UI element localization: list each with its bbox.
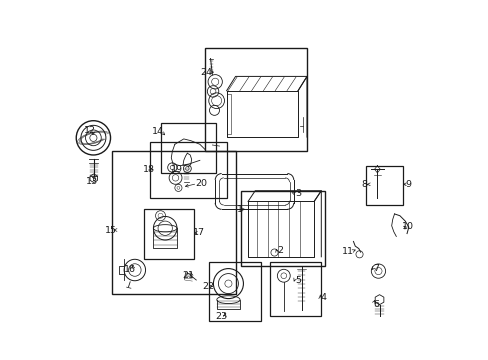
Bar: [160, 123, 216, 173]
Text: 13: 13: [85, 176, 98, 185]
Text: 5: 5: [294, 275, 301, 284]
Bar: [205, 48, 306, 152]
Text: 11: 11: [342, 247, 353, 256]
Text: 6: 6: [373, 300, 379, 309]
Text: 18: 18: [142, 165, 154, 174]
Text: 22: 22: [202, 282, 214, 291]
Text: 1: 1: [237, 205, 243, 214]
Text: 2: 2: [277, 246, 283, 255]
Bar: [208, 262, 260, 321]
Bar: [112, 152, 235, 294]
Bar: [241, 191, 324, 266]
Text: 8: 8: [361, 180, 366, 189]
Text: 19: 19: [171, 165, 183, 174]
Text: 20: 20: [195, 179, 206, 188]
Text: 15: 15: [105, 225, 117, 234]
Text: 3: 3: [294, 189, 301, 198]
Text: 21: 21: [182, 271, 194, 280]
Text: 14: 14: [152, 127, 163, 136]
Text: 10: 10: [401, 222, 413, 231]
Text: 4: 4: [320, 293, 326, 302]
Bar: [144, 208, 194, 258]
Bar: [365, 166, 403, 205]
Text: 23: 23: [215, 312, 227, 321]
Text: 7: 7: [373, 264, 379, 273]
Text: 17: 17: [192, 228, 204, 237]
Bar: [149, 143, 226, 198]
Bar: [269, 262, 321, 316]
Text: 12: 12: [84, 126, 96, 135]
Text: 9: 9: [405, 180, 411, 189]
Text: 24: 24: [200, 68, 211, 77]
Text: 16: 16: [124, 265, 136, 274]
